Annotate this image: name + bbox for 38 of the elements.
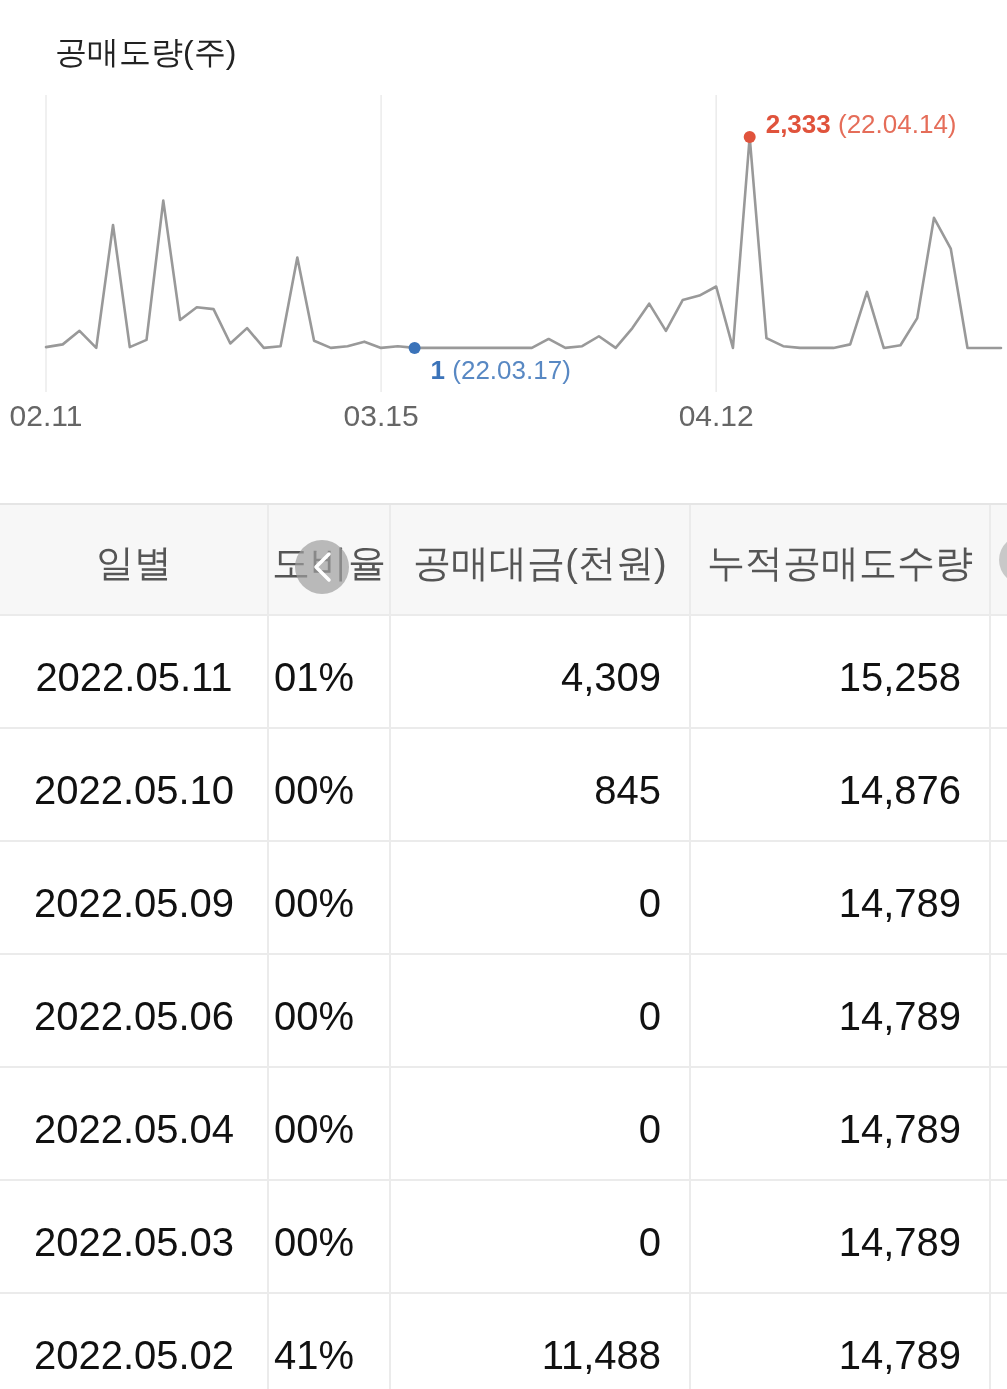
text: 도비율 (272, 542, 386, 584)
data-label: 01% (274, 655, 355, 699)
data-label: 0 (638, 994, 661, 1038)
data-label: 0 (638, 1220, 661, 1264)
data-label: 14,876 (838, 768, 961, 812)
data-label: 4,309 (560, 655, 661, 699)
category-label: 2022.05.03 (33, 1220, 235, 1264)
data-label: 845 (594, 768, 661, 812)
data-label: 41% (274, 1333, 355, 1377)
data-label: 2,333 (22.04.14) (765, 109, 957, 139)
data-label: 00% (274, 1220, 355, 1264)
data-label: 0 (638, 1107, 661, 1151)
category-label: 2022.05.11 (35, 655, 233, 699)
category-label: 2022.05.04 (33, 1107, 235, 1151)
data-label: 00% (274, 1107, 355, 1151)
data-label: 14,789 (838, 1220, 961, 1264)
category-label: 2022.05.02 (33, 1333, 235, 1377)
data-label: 00% (274, 768, 355, 812)
text: 누적공매도수량 (707, 542, 973, 584)
category-label: 2022.05.09 (33, 881, 235, 925)
data-label: 14,789 (838, 881, 961, 925)
x-tick-label: 03.15 (343, 398, 419, 432)
data-label: 14,789 (838, 1107, 961, 1151)
x-tick-label: 04.12 (678, 398, 754, 432)
text: 일별 (96, 542, 172, 584)
data-label: 14,789 (838, 1333, 961, 1377)
x-tick-label: 02.11 (9, 398, 83, 432)
data-label: 00% (274, 994, 355, 1038)
data-label: 1 (22.03.17) (430, 354, 571, 385)
data-label: 00% (274, 881, 355, 925)
data-label: 0 (638, 881, 661, 925)
data-label: 11,488 (541, 1333, 661, 1377)
category-label: 2022.05.10 (33, 768, 235, 812)
data-label: 15,258 (838, 655, 961, 699)
data-label: 14,789 (838, 994, 961, 1038)
chart-title: 공매도량(주) (55, 34, 237, 70)
legend-label: 공매대금(천원) (413, 542, 667, 584)
category-label: 2022.05.06 (33, 994, 235, 1038)
